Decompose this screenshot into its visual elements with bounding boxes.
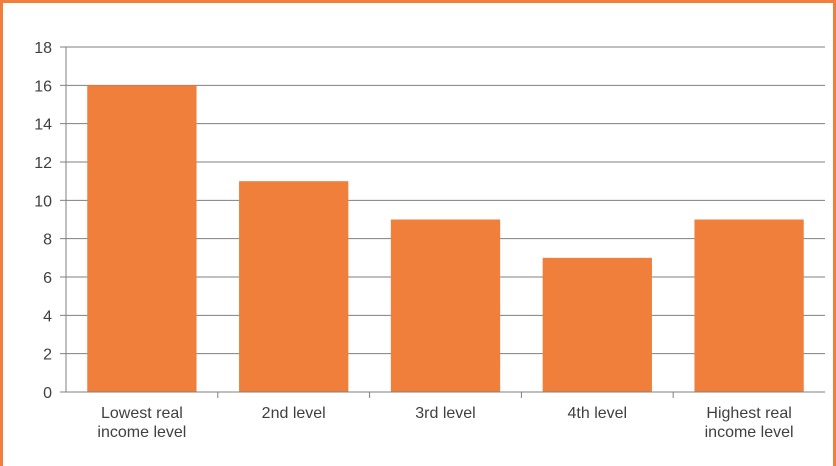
x-category-label: Highest real (706, 405, 791, 422)
y-tick-label: 18 (34, 40, 52, 57)
y-tick-label: 10 (34, 193, 52, 210)
bar-3 (542, 257, 652, 392)
bar-0 (87, 85, 197, 392)
x-category-label: 3rd level (415, 405, 475, 422)
y-tick-label: 6 (43, 270, 52, 287)
bars (87, 85, 804, 392)
y-tick-label: 4 (43, 308, 52, 325)
y-tick-label: 12 (34, 155, 52, 172)
y-tick-label: 8 (43, 232, 52, 249)
x-category-label: income level (705, 424, 794, 441)
y-tick-label: 16 (34, 78, 52, 95)
bar-1 (239, 181, 349, 392)
x-category-label: 4th level (568, 405, 628, 422)
x-category-label: Lowest real (101, 405, 183, 422)
x-category-label: 2nd level (262, 405, 326, 422)
y-tick-label: 14 (34, 117, 52, 134)
bar-2 (390, 219, 501, 392)
bar-4 (694, 219, 804, 392)
y-tick-labels: 0 2 4 6 8 10 12 14 16 18 (34, 40, 52, 402)
y-tick-label: 2 (43, 347, 52, 364)
y-tick-label: 0 (43, 385, 52, 402)
axes (60, 46, 825, 398)
x-category-label: income level (97, 424, 186, 441)
x-category-labels: Lowest real income level 2nd level 3rd leve… (97, 405, 793, 441)
